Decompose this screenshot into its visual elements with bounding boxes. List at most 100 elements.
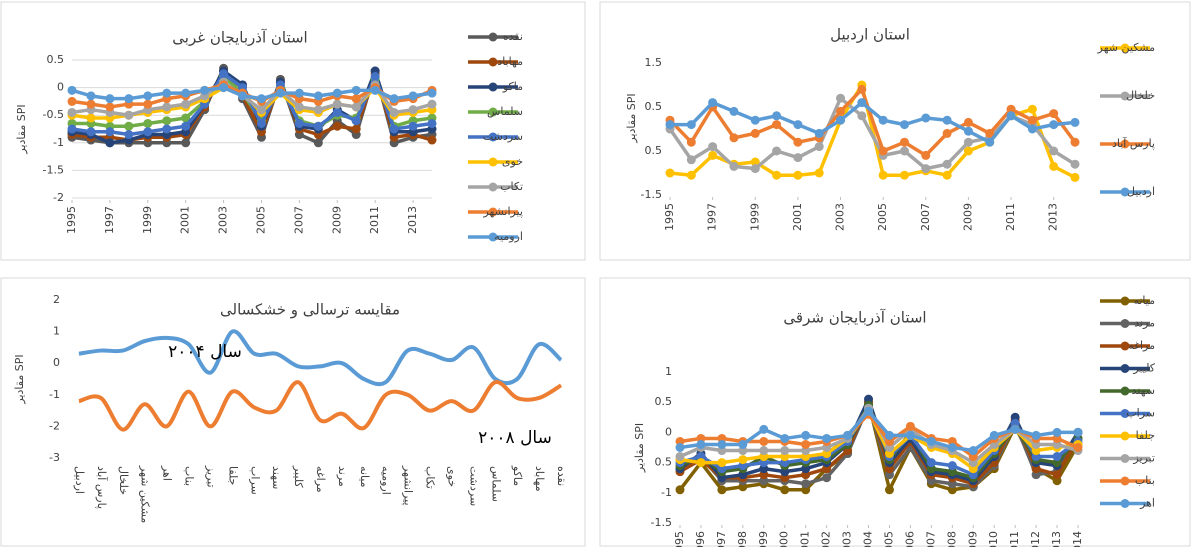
data-point xyxy=(1049,161,1059,171)
data-point xyxy=(1070,172,1080,182)
data-point xyxy=(793,120,803,130)
data-point xyxy=(1052,452,1062,462)
data-point xyxy=(219,83,229,93)
y-tick-label: -0.5 xyxy=(43,108,64,121)
data-point xyxy=(67,85,77,95)
legend-marker xyxy=(1120,319,1130,328)
x-tick-label: 2010 xyxy=(987,531,1000,547)
data-point xyxy=(1027,115,1037,125)
data-point xyxy=(864,406,874,416)
data-point xyxy=(926,458,936,468)
legend-label: اهر xyxy=(1139,497,1155,510)
legend-label: تبریز xyxy=(1132,452,1155,465)
data-point xyxy=(427,135,437,145)
data-point xyxy=(389,107,399,117)
data-point xyxy=(878,115,888,125)
data-point xyxy=(963,126,973,136)
data-point xyxy=(822,433,832,443)
x-tick-label: 2011 xyxy=(1004,203,1017,231)
data-point xyxy=(921,150,931,160)
legend-marker xyxy=(488,32,498,42)
data-point xyxy=(899,170,909,180)
data-point xyxy=(332,107,342,117)
data-point xyxy=(351,116,361,126)
data-point xyxy=(899,146,909,156)
legend-label: خلخال xyxy=(1126,89,1155,102)
data-point xyxy=(947,443,957,452)
data-point xyxy=(801,439,811,449)
data-point xyxy=(780,433,790,443)
x-tick-label: 2009 xyxy=(961,203,974,231)
y-tick-label: -3 xyxy=(49,451,60,464)
x-tick-label: 1998 xyxy=(736,531,749,547)
legend-marker xyxy=(488,157,498,167)
x-tick-label: ماکو xyxy=(511,465,524,486)
data-point xyxy=(1006,104,1016,114)
data-point xyxy=(275,88,285,98)
data-point xyxy=(1070,137,1080,147)
data-point xyxy=(143,118,153,128)
data-point xyxy=(926,436,936,446)
data-point xyxy=(989,430,999,440)
x-tick-label: مهاباد xyxy=(533,466,546,492)
data-point xyxy=(1052,470,1062,480)
legend-marker xyxy=(488,232,498,242)
x-tick-label: کلیبر xyxy=(292,465,305,488)
data-point xyxy=(124,110,134,120)
legend-marker xyxy=(1120,454,1130,463)
y-axis-label: مقادیر SPI xyxy=(13,354,26,404)
data-point xyxy=(738,439,748,449)
legend-label: سلماس xyxy=(487,105,523,118)
legend-label: میانه xyxy=(1133,294,1155,307)
data-point xyxy=(181,138,191,148)
y-tick-label: -1 xyxy=(661,486,672,499)
x-tick-label: تکاب xyxy=(424,466,437,489)
data-point xyxy=(884,430,894,440)
data-point xyxy=(294,118,304,128)
data-point xyxy=(162,124,172,134)
x-tick-label: 2008 xyxy=(945,531,958,547)
x-tick-label: 2007 xyxy=(919,203,932,231)
legend-marker xyxy=(1120,499,1130,508)
data-point xyxy=(814,128,824,138)
legend-label: ارومیه xyxy=(494,230,523,243)
data-point xyxy=(86,91,96,101)
x-tick-label: 2007 xyxy=(924,531,937,547)
legend-marker xyxy=(1120,139,1130,149)
x-tick-label: 2003 xyxy=(841,531,854,547)
y-tick-label: 0.5 xyxy=(47,53,65,66)
data-point xyxy=(162,102,172,112)
data-point xyxy=(947,461,957,471)
legend-marker xyxy=(1120,296,1130,306)
x-tick-label: 2001 xyxy=(791,203,804,231)
data-point xyxy=(1052,427,1062,437)
x-tick-label: 2003 xyxy=(834,203,847,231)
data-point xyxy=(675,452,685,462)
data-point xyxy=(351,85,361,95)
data-point xyxy=(86,113,96,123)
data-point xyxy=(427,99,437,109)
data-point xyxy=(759,446,769,456)
data-point xyxy=(884,485,894,495)
data-point xyxy=(696,458,706,468)
chart-frame xyxy=(599,277,1191,547)
legend-label: جلفا xyxy=(1136,429,1155,442)
data-point xyxy=(686,120,696,130)
legend-marker xyxy=(488,82,498,92)
data-point xyxy=(878,146,888,156)
data-point xyxy=(313,91,323,101)
data-point xyxy=(124,130,134,140)
series-line xyxy=(78,329,563,387)
data-point xyxy=(105,138,115,148)
x-tick-label: 2014 xyxy=(1071,531,1084,547)
legend-marker xyxy=(1120,91,1130,101)
x-tick-label: پیرانشهر xyxy=(402,465,415,506)
data-point xyxy=(389,94,399,104)
legend-label: مهاباد xyxy=(497,55,523,68)
chart-title: استان آذربایجان غربی xyxy=(172,29,307,47)
x-tick-label: 2001 xyxy=(799,531,812,547)
x-tick-label: 1999 xyxy=(748,203,761,231)
chart-frame xyxy=(0,277,586,547)
data-point xyxy=(942,159,952,169)
